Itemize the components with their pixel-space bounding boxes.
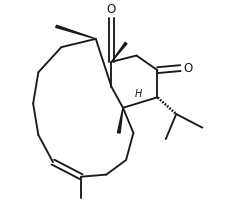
Text: O: O [184,61,193,75]
Text: O: O [107,3,116,16]
Polygon shape [111,42,127,62]
Polygon shape [118,108,123,133]
Text: H: H [135,89,142,99]
Polygon shape [56,25,96,39]
